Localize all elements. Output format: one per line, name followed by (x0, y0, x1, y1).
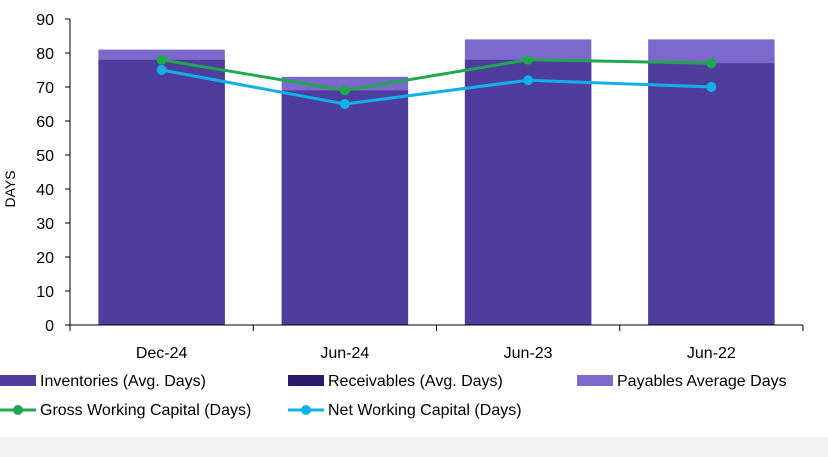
point-net (156, 65, 167, 75)
y-tick-label: 60 (36, 114, 54, 131)
point-gross (339, 85, 350, 96)
legend-marker (13, 405, 23, 415)
point-gross (523, 54, 534, 65)
point-gross (156, 54, 167, 65)
y-tick-label: 0 (45, 318, 54, 335)
legend-swatch (577, 375, 613, 386)
point-net (706, 82, 717, 92)
bar-inventories (464, 59, 592, 326)
y-tick-label: 80 (36, 46, 54, 63)
legend-marker (301, 405, 311, 415)
x-tick-label: Dec-24 (136, 345, 188, 362)
bar-inventories (281, 90, 409, 326)
bar-inventories (648, 63, 775, 325)
y-tick-label: 40 (36, 182, 54, 199)
point-net (339, 99, 350, 109)
chart-svg: 0 10 20 30 40 50 60 70 80 90 Dec-24 Jun-24 Jun-23 Ju… (0, 12, 804, 419)
point-gross (706, 58, 717, 69)
legend-label: Gross Working Capital (Days) (40, 402, 251, 419)
chart: 0 10 20 30 40 50 60 70 80 90 Dec-24 Jun-24 Jun-23 Ju… (0, 0, 828, 437)
x-tick-label: Jun-22 (687, 345, 736, 362)
x-tick-label: Jun-23 (504, 345, 553, 362)
point-net (523, 75, 534, 86)
legend-label: Payables Average Days (617, 373, 787, 390)
line-net (161, 68, 712, 106)
y-tick-label: 50 (36, 148, 54, 165)
legend-swatch (0, 375, 36, 386)
legend: Inventories (Avg. Days) Receivables (Avg.… (0, 373, 787, 419)
bars (98, 39, 775, 326)
y-axis: 0 10 20 30 40 50 60 70 80 90 (36, 12, 71, 335)
legend-swatch (288, 375, 324, 386)
legend-label: Net Working Capital (Days) (328, 402, 522, 419)
legend-label: Inventories (Avg. Days) (40, 373, 206, 390)
lines (156, 54, 717, 109)
y-tick-label: 70 (36, 80, 54, 97)
legend-label: Receivables (Avg. Days) (328, 373, 503, 390)
y-axis-label: DAYS (2, 170, 18, 207)
x-tick-label: Jun-24 (320, 345, 369, 362)
y-tick-label: 90 (36, 12, 54, 29)
y-tick-label: 30 (36, 216, 54, 233)
y-tick-label: 20 (36, 250, 54, 267)
bar-inventories (98, 59, 225, 326)
line-gross (161, 58, 712, 92)
y-tick-label: 10 (36, 284, 54, 301)
x-axis: Dec-24 Jun-24 Jun-23 Jun-22 (69, 324, 804, 362)
